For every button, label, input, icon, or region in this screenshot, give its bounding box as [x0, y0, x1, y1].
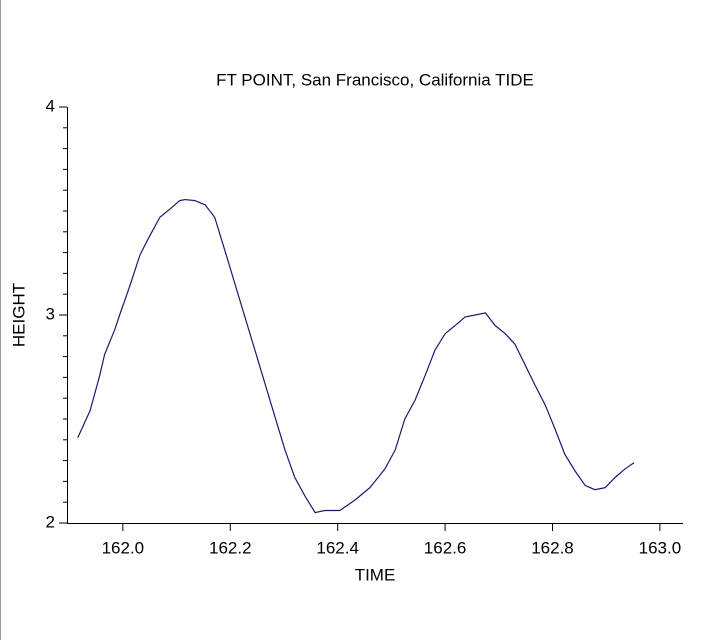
chart-title: FT POINT, San Francisco, California TIDE — [216, 70, 534, 89]
x-tick-label: 162.6 — [424, 538, 467, 557]
y-axis-label: HEIGHT — [9, 283, 28, 347]
x-tick-label: 162.4 — [316, 538, 359, 557]
y-tick-label: 2 — [46, 512, 55, 531]
line-series — [77, 198, 635, 514]
x-tick-label: 163.0 — [639, 538, 682, 557]
x-axis-label: TIME — [355, 565, 396, 584]
x-tick-label: 162.2 — [209, 538, 252, 557]
x-tick-label: 162.8 — [531, 538, 574, 557]
x-tick-label: 162.0 — [102, 538, 145, 557]
y-tick-label: 4 — [46, 96, 55, 115]
y-tick-label: 3 — [46, 304, 55, 323]
